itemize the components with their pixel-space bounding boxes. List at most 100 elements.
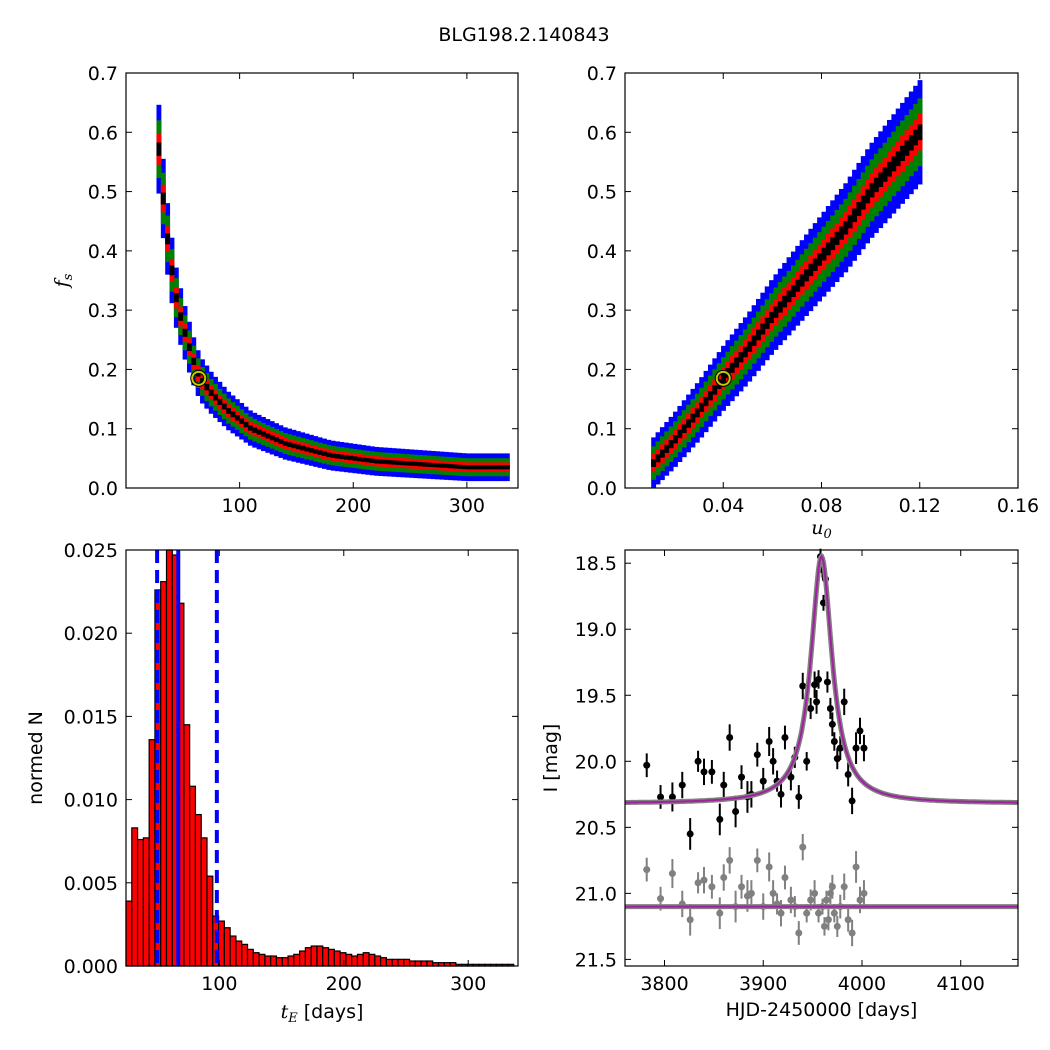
heatmap-cell-black — [694, 408, 700, 418]
panel-tE-histogram: 100 200 300 0.000 0.005 0.010 0.015 0.020 0.025 n… — [25, 540, 519, 1026]
y-tick-label: 0.015 — [64, 706, 118, 728]
residual-point — [833, 922, 841, 930]
heatmap-cell-black — [265, 433, 271, 439]
heatmap-cell-black — [304, 446, 310, 452]
residual-point — [657, 895, 665, 903]
heatmap-cell-black — [165, 233, 171, 245]
heatmap-cell-black — [313, 449, 319, 454]
heatmap-cell-black — [734, 357, 740, 368]
panel-lightcurve: 3800 3900 4000 4100 18.5 19.0 19.5 20.0 20.5 21.0… — [540, 548, 1019, 1021]
heatmap-cell-black — [160, 192, 166, 205]
residual-point — [700, 876, 708, 884]
heatmap-cell-black — [300, 445, 306, 451]
heatmap-cell-black — [882, 167, 888, 182]
histogram-bar — [264, 955, 272, 967]
heatmap-cell-black — [443, 463, 449, 468]
y-tick-label: 0.010 — [64, 790, 118, 812]
y-tick-label: 0.025 — [64, 540, 118, 562]
data-point — [686, 830, 694, 838]
data-point — [777, 790, 785, 798]
y-axis-label: fs — [51, 273, 76, 289]
histogram-bar — [345, 953, 353, 967]
heatmap-cell-black — [308, 448, 314, 453]
residual-point — [777, 909, 785, 917]
data-point — [815, 675, 823, 683]
residual-point — [765, 863, 773, 871]
data-point — [799, 682, 807, 690]
data-point — [726, 734, 734, 742]
heatmap-cell-black — [769, 311, 774, 324]
heatmap-cell-black — [799, 274, 805, 287]
heatmap-cell-black — [269, 435, 275, 441]
heatmap-cell-black — [703, 396, 709, 407]
heatmap-cell-black — [387, 460, 393, 465]
heatmap-cell-black — [365, 458, 371, 463]
histogram-bar — [160, 581, 168, 967]
x-tick-label: 300 — [450, 973, 486, 995]
residual-point — [769, 889, 777, 897]
data-point — [657, 793, 665, 801]
data-point — [759, 777, 767, 785]
residual-point — [820, 922, 828, 930]
residual-point — [824, 916, 832, 924]
x-tick-label: 100 — [221, 495, 257, 517]
heatmap-cell-black — [500, 465, 506, 470]
best-fit-marker-ring — [715, 370, 731, 386]
histogram-bar — [142, 837, 150, 967]
residual-point — [840, 883, 848, 891]
heatmap-cell-black — [278, 439, 284, 445]
heatmap-cell-black — [339, 454, 345, 460]
residual-point — [860, 889, 868, 897]
data-point — [708, 768, 716, 776]
y-tick-label: 0.0 — [587, 478, 617, 500]
heatmap-cell-black — [891, 156, 897, 172]
y-tick-label: 0.1 — [587, 419, 617, 441]
heatmap-cell-black — [430, 462, 436, 468]
heatmap-cell-black — [369, 458, 375, 463]
heatmap-cell-black — [756, 329, 761, 341]
heatmap-cell-black — [239, 418, 245, 424]
x-tick-label: 4100 — [937, 973, 985, 995]
axes-frame — [624, 549, 1019, 967]
residual-point — [807, 896, 815, 904]
residual-point — [643, 866, 651, 874]
histogram-bar — [235, 940, 243, 967]
data-point — [738, 773, 746, 781]
y-tick-label: 0.1 — [88, 419, 118, 441]
y-tick-label: 0.7 — [88, 63, 118, 85]
heatmap-cell-black — [457, 464, 462, 469]
heatmap-cell-black — [335, 454, 340, 459]
heatmap-cell-black — [817, 253, 822, 266]
heatmap-cell-black — [326, 452, 332, 458]
heatmap-cell-black — [895, 151, 901, 167]
histogram-bar — [322, 947, 330, 967]
heatmap-cell-black — [707, 391, 713, 401]
heatmap-cell-black — [487, 465, 493, 470]
y-tick-label: 0.2 — [88, 359, 118, 381]
residual-point — [668, 870, 676, 878]
residual-point — [753, 856, 761, 864]
heatmap-cell-black — [465, 465, 471, 470]
heatmap-cell-black — [439, 463, 445, 468]
heatmap-cell-black — [448, 464, 454, 469]
heatmap-cell-black — [742, 346, 748, 358]
data-point — [848, 797, 856, 805]
heatmap-cell-black — [795, 279, 801, 292]
heatmap-cell-black — [821, 247, 827, 261]
heatmap-cell-black — [668, 440, 674, 449]
y-tick-label: 0.020 — [64, 623, 118, 645]
x-tick-label: 4000 — [838, 973, 886, 995]
axes-frame — [125, 549, 519, 967]
histogram-bar — [327, 948, 335, 967]
residual-point — [787, 896, 795, 904]
data-point — [828, 720, 836, 728]
heatmap-cell-black — [422, 462, 428, 467]
heatmap-cell-black — [178, 312, 184, 321]
residual-point — [852, 863, 860, 871]
heatmap-cell-black — [213, 394, 218, 401]
heatmap-cell-black — [234, 415, 240, 421]
histogram-bar — [275, 957, 283, 967]
histogram-bar — [299, 950, 306, 967]
heatmap-cell-black — [908, 135, 914, 151]
